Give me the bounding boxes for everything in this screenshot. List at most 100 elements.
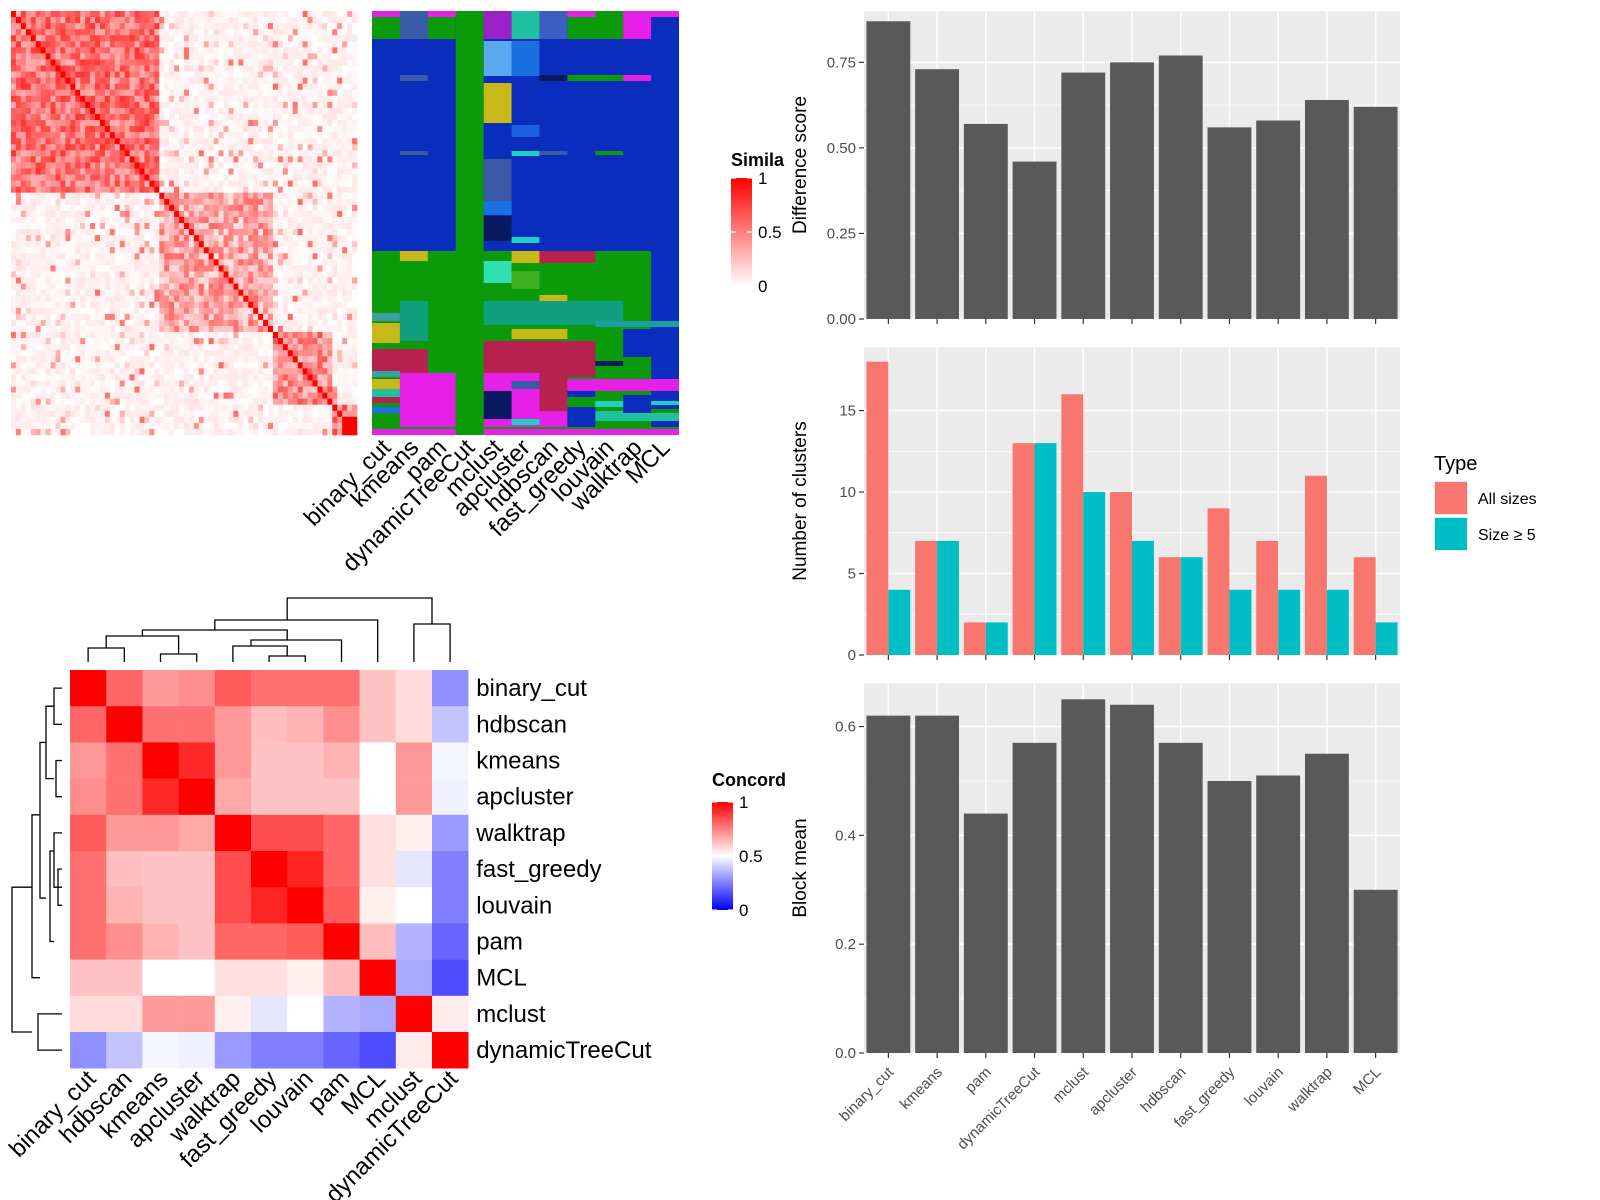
similarity-cell — [352, 47, 358, 54]
similarity-cell — [312, 241, 318, 248]
similarity-cell — [70, 77, 76, 84]
similarity-cell — [238, 295, 244, 303]
similarity-cell — [302, 17, 308, 24]
similarity-cell — [317, 380, 323, 387]
similarity-cell — [139, 138, 145, 145]
similarity-cell — [287, 144, 294, 151]
similarity-cell — [114, 23, 121, 30]
similarity-cell — [287, 259, 294, 266]
similarity-cell — [213, 144, 219, 151]
similarity-cell — [277, 107, 284, 115]
similarity-cell — [119, 113, 125, 121]
similarity-cell — [272, 138, 279, 145]
similarity-cell — [104, 350, 111, 357]
similarity-cell — [85, 259, 91, 266]
similarity-cell — [169, 162, 175, 169]
similarity-cell — [179, 47, 185, 54]
similarity-cell — [50, 289, 56, 296]
similarity-cell — [149, 362, 155, 369]
similarity-cell — [50, 150, 56, 157]
similarity-cell — [292, 283, 298, 290]
similarity-cell — [268, 53, 274, 60]
similarity-cell — [30, 156, 37, 163]
similarity-cell — [15, 59, 22, 66]
similarity-cell — [179, 392, 185, 399]
similarity-cell — [159, 344, 165, 351]
similarity-cell — [159, 223, 165, 230]
similarity-cell — [272, 422, 279, 430]
similarity-cell — [45, 289, 51, 296]
similarity-cell — [347, 95, 353, 103]
similarity-cell — [193, 356, 200, 363]
similarity-cell — [272, 404, 279, 412]
similarity-cell — [233, 192, 239, 200]
similarity-cell — [25, 198, 32, 206]
similarity-cell — [203, 374, 210, 381]
similarity-cell — [149, 301, 155, 309]
similarity-cell — [188, 259, 195, 266]
similarity-cell — [302, 174, 308, 181]
similarity-cell — [104, 204, 111, 212]
similarity-cell — [263, 301, 269, 309]
similarity-cell — [179, 283, 185, 290]
similarity-cell — [268, 23, 274, 30]
similarity-cell — [124, 428, 130, 436]
similarity-cell — [45, 338, 51, 345]
similarity-cell — [75, 186, 81, 194]
similarity-cell — [95, 47, 101, 54]
similarity-cell — [60, 198, 66, 206]
similarity-cell — [174, 126, 180, 133]
similarity-cell — [159, 374, 165, 381]
similarity-cell — [198, 107, 205, 115]
similarity-cell — [75, 89, 81, 97]
similarity-cell — [149, 156, 155, 163]
similarity-cell — [337, 332, 343, 339]
similarity-cell — [169, 144, 175, 151]
similarity-cell — [85, 241, 91, 248]
similarity-cell — [174, 223, 180, 230]
similarity-cell — [124, 23, 130, 30]
similarity-cell — [248, 295, 254, 303]
similarity-cell — [149, 410, 155, 418]
similarity-cell — [193, 132, 200, 139]
similarity-cell — [124, 259, 130, 266]
similarity-cell — [342, 416, 348, 424]
similarity-cell — [139, 11, 145, 18]
similarity-cell — [282, 229, 289, 236]
similarity-cell — [198, 265, 205, 272]
similarity-cell — [277, 192, 284, 200]
similarity-cell — [307, 59, 313, 66]
similarity-cell — [20, 289, 27, 296]
similarity-cell — [114, 77, 121, 84]
similarity-cell — [184, 229, 190, 236]
similarity-cell — [253, 53, 259, 60]
similarity-cell — [218, 11, 224, 18]
similarity-cell — [347, 247, 353, 254]
similarity-cell — [124, 410, 130, 418]
similarity-cell — [287, 132, 294, 139]
similarity-cell — [258, 277, 264, 284]
similarity-cell — [50, 277, 56, 284]
similarity-cell — [164, 392, 170, 399]
similarity-cell — [228, 150, 234, 157]
similarity-cell — [307, 301, 313, 309]
similarity-cell — [179, 313, 185, 321]
similarity-cell — [35, 404, 41, 412]
similarity-cell — [312, 11, 318, 18]
similarity-cell — [223, 404, 229, 412]
similarity-cell — [164, 325, 170, 333]
similarity-cell — [342, 295, 348, 303]
similarity-cell — [95, 198, 101, 206]
similarity-cell — [154, 11, 160, 18]
similarity-cell — [317, 144, 323, 151]
similarity-cell — [164, 144, 170, 151]
assignment-segment — [539, 75, 568, 81]
similarity-cell — [35, 332, 41, 339]
similarity-cell — [233, 223, 239, 230]
similarity-cell — [85, 301, 91, 309]
similarity-cell — [129, 204, 135, 212]
concordance-cell — [251, 670, 288, 707]
similarity-cell — [144, 150, 150, 157]
similarity-cell — [65, 23, 71, 30]
similarity-cell — [70, 53, 76, 60]
